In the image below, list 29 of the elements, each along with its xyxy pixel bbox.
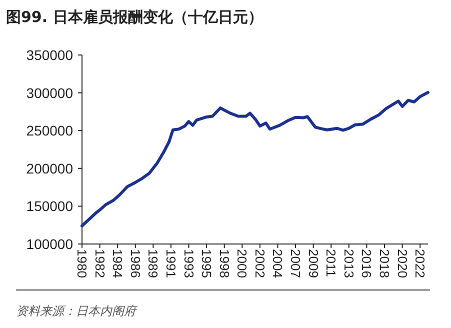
x-tick-label: 2004 [270, 249, 286, 278]
y-tick-label: 300000 [26, 84, 74, 101]
x-tick-label: 1995 [199, 249, 214, 278]
x-tick-label: 2016 [359, 249, 374, 278]
x-tick-label: 2007 [288, 249, 304, 278]
x-tick-label: 2013 [341, 249, 356, 278]
chart-title: 图99. 日本雇员报酬变化（十亿日元） [6, 8, 263, 26]
x-tick-label: 2020 [394, 249, 410, 278]
line-series [80, 90, 430, 228]
x-tick-label: 1984 [110, 249, 126, 278]
x-tick-label: 1980 [74, 249, 90, 278]
x-tick-label: 1989 [146, 249, 161, 278]
x-tick-label: 2002 [252, 249, 268, 278]
x-tick-label: 2000 [234, 249, 250, 278]
x-tick-label: 1998 [216, 249, 232, 278]
y-tick-label: 350000 [26, 47, 74, 63]
x-tick-label: 1986 [128, 249, 143, 278]
y-tick-label: 150000 [26, 198, 74, 214]
x-tick-label: 1993 [181, 249, 196, 278]
x-tick-label: 1991 [163, 249, 178, 278]
y-tick-label: 100000 [26, 236, 74, 252]
x-tick-label: 2018 [377, 249, 392, 278]
y-tick-label: 200000 [26, 160, 74, 176]
text: 资料来源：日本内阁府 [16, 304, 138, 318]
x-tick-label: 2022 [412, 249, 428, 278]
x-tick-label: 1982 [92, 249, 108, 278]
y-tick-label: 250000 [26, 122, 74, 139]
x-tick-label: 2011 [324, 249, 339, 277]
x-tick-label: 2009 [306, 249, 321, 278]
